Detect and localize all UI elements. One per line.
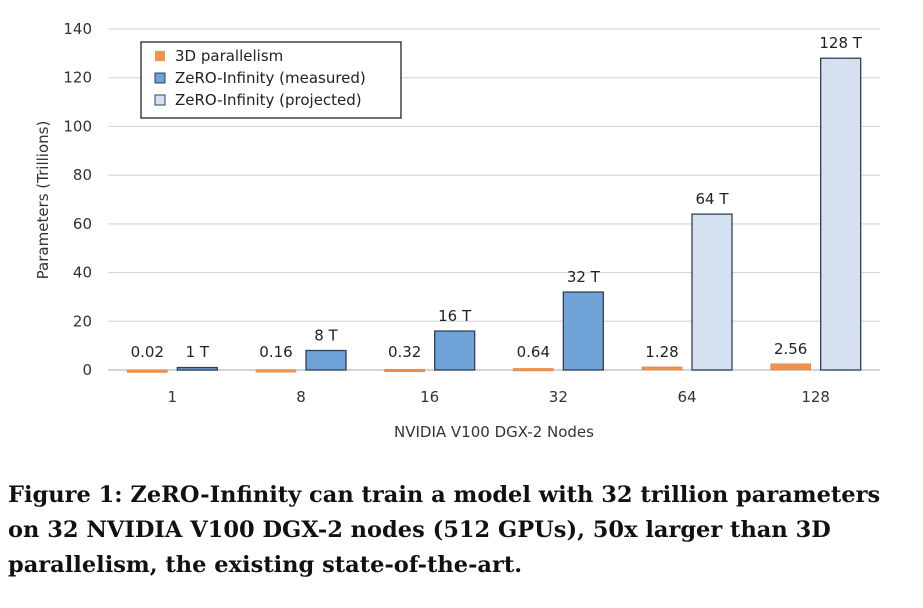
y-axis-label: Parameters (Trillions) bbox=[34, 121, 52, 280]
legend-swatch bbox=[155, 51, 165, 61]
x-tick-label: 128 bbox=[801, 388, 830, 406]
bar-3d-parallelism bbox=[384, 368, 425, 372]
y-tick-label: 0 bbox=[82, 361, 92, 379]
y-tick-label: 100 bbox=[63, 117, 92, 135]
bar-zero-infinity-measured bbox=[562, 291, 604, 371]
y-tick-label: 20 bbox=[73, 312, 92, 330]
bar-3d-parallelism bbox=[513, 368, 554, 372]
bar-zero-infinity-projected bbox=[691, 213, 733, 371]
bar-chart: 0 20 40 60 80 100 120 140 1 0.02 1 T 8 0.16 8 T 16 0.3… bbox=[34, 20, 880, 441]
data-label: 0.16 bbox=[259, 343, 292, 361]
bar-3d-parallelism bbox=[255, 369, 297, 373]
data-label: 1.28 bbox=[645, 343, 678, 361]
bar-3d-parallelism bbox=[641, 366, 683, 371]
legend-swatch bbox=[154, 72, 166, 84]
data-label: 32 T bbox=[567, 268, 601, 286]
data-label: 0.64 bbox=[517, 343, 550, 361]
x-tick-label: 64 bbox=[677, 388, 696, 406]
legend: 3D parallelism ZeRO-Infinity (measured) Ze… bbox=[140, 41, 402, 119]
bar-3d-parallelism bbox=[770, 363, 811, 371]
data-label: 0.32 bbox=[388, 343, 421, 361]
y-tick-label: 40 bbox=[73, 264, 92, 282]
x-tick-label: 16 bbox=[420, 388, 439, 406]
figure-caption: Figure 1: ZeRO-Infinity can train a mode… bbox=[8, 482, 881, 578]
y-tick-label: 140 bbox=[63, 20, 92, 38]
data-label: 128 T bbox=[819, 34, 862, 52]
legend-entry: 3D parallelism bbox=[175, 47, 283, 65]
bar-zero-infinity-measured bbox=[176, 366, 218, 371]
bar-zero-infinity-measured bbox=[305, 349, 347, 371]
x-tick-label: 8 bbox=[296, 388, 306, 406]
legend-entry: ZeRO-Infinity (projected) bbox=[175, 91, 362, 109]
data-label: 8 T bbox=[314, 327, 338, 345]
bar-zero-infinity-projected bbox=[820, 57, 862, 371]
data-label: 0.02 bbox=[131, 343, 164, 361]
y-tick-label: 60 bbox=[73, 215, 92, 233]
data-label: 2.56 bbox=[774, 340, 807, 358]
data-label: 16 T bbox=[438, 307, 472, 325]
x-tick-label: 1 bbox=[168, 388, 178, 406]
data-label: 1 T bbox=[186, 343, 210, 361]
y-tick-label: 80 bbox=[73, 166, 92, 184]
x-axis-label: NVIDIA V100 DGX-2 Nodes bbox=[394, 423, 594, 441]
legend-entry: ZeRO-Infinity (measured) bbox=[175, 69, 366, 87]
bar-zero-infinity-measured bbox=[434, 330, 476, 371]
y-tick-label: 120 bbox=[63, 69, 92, 87]
x-tick-label: 32 bbox=[549, 388, 568, 406]
bar-3d-parallelism bbox=[127, 369, 168, 373]
legend-swatch bbox=[154, 94, 166, 106]
data-label: 64 T bbox=[695, 190, 729, 208]
